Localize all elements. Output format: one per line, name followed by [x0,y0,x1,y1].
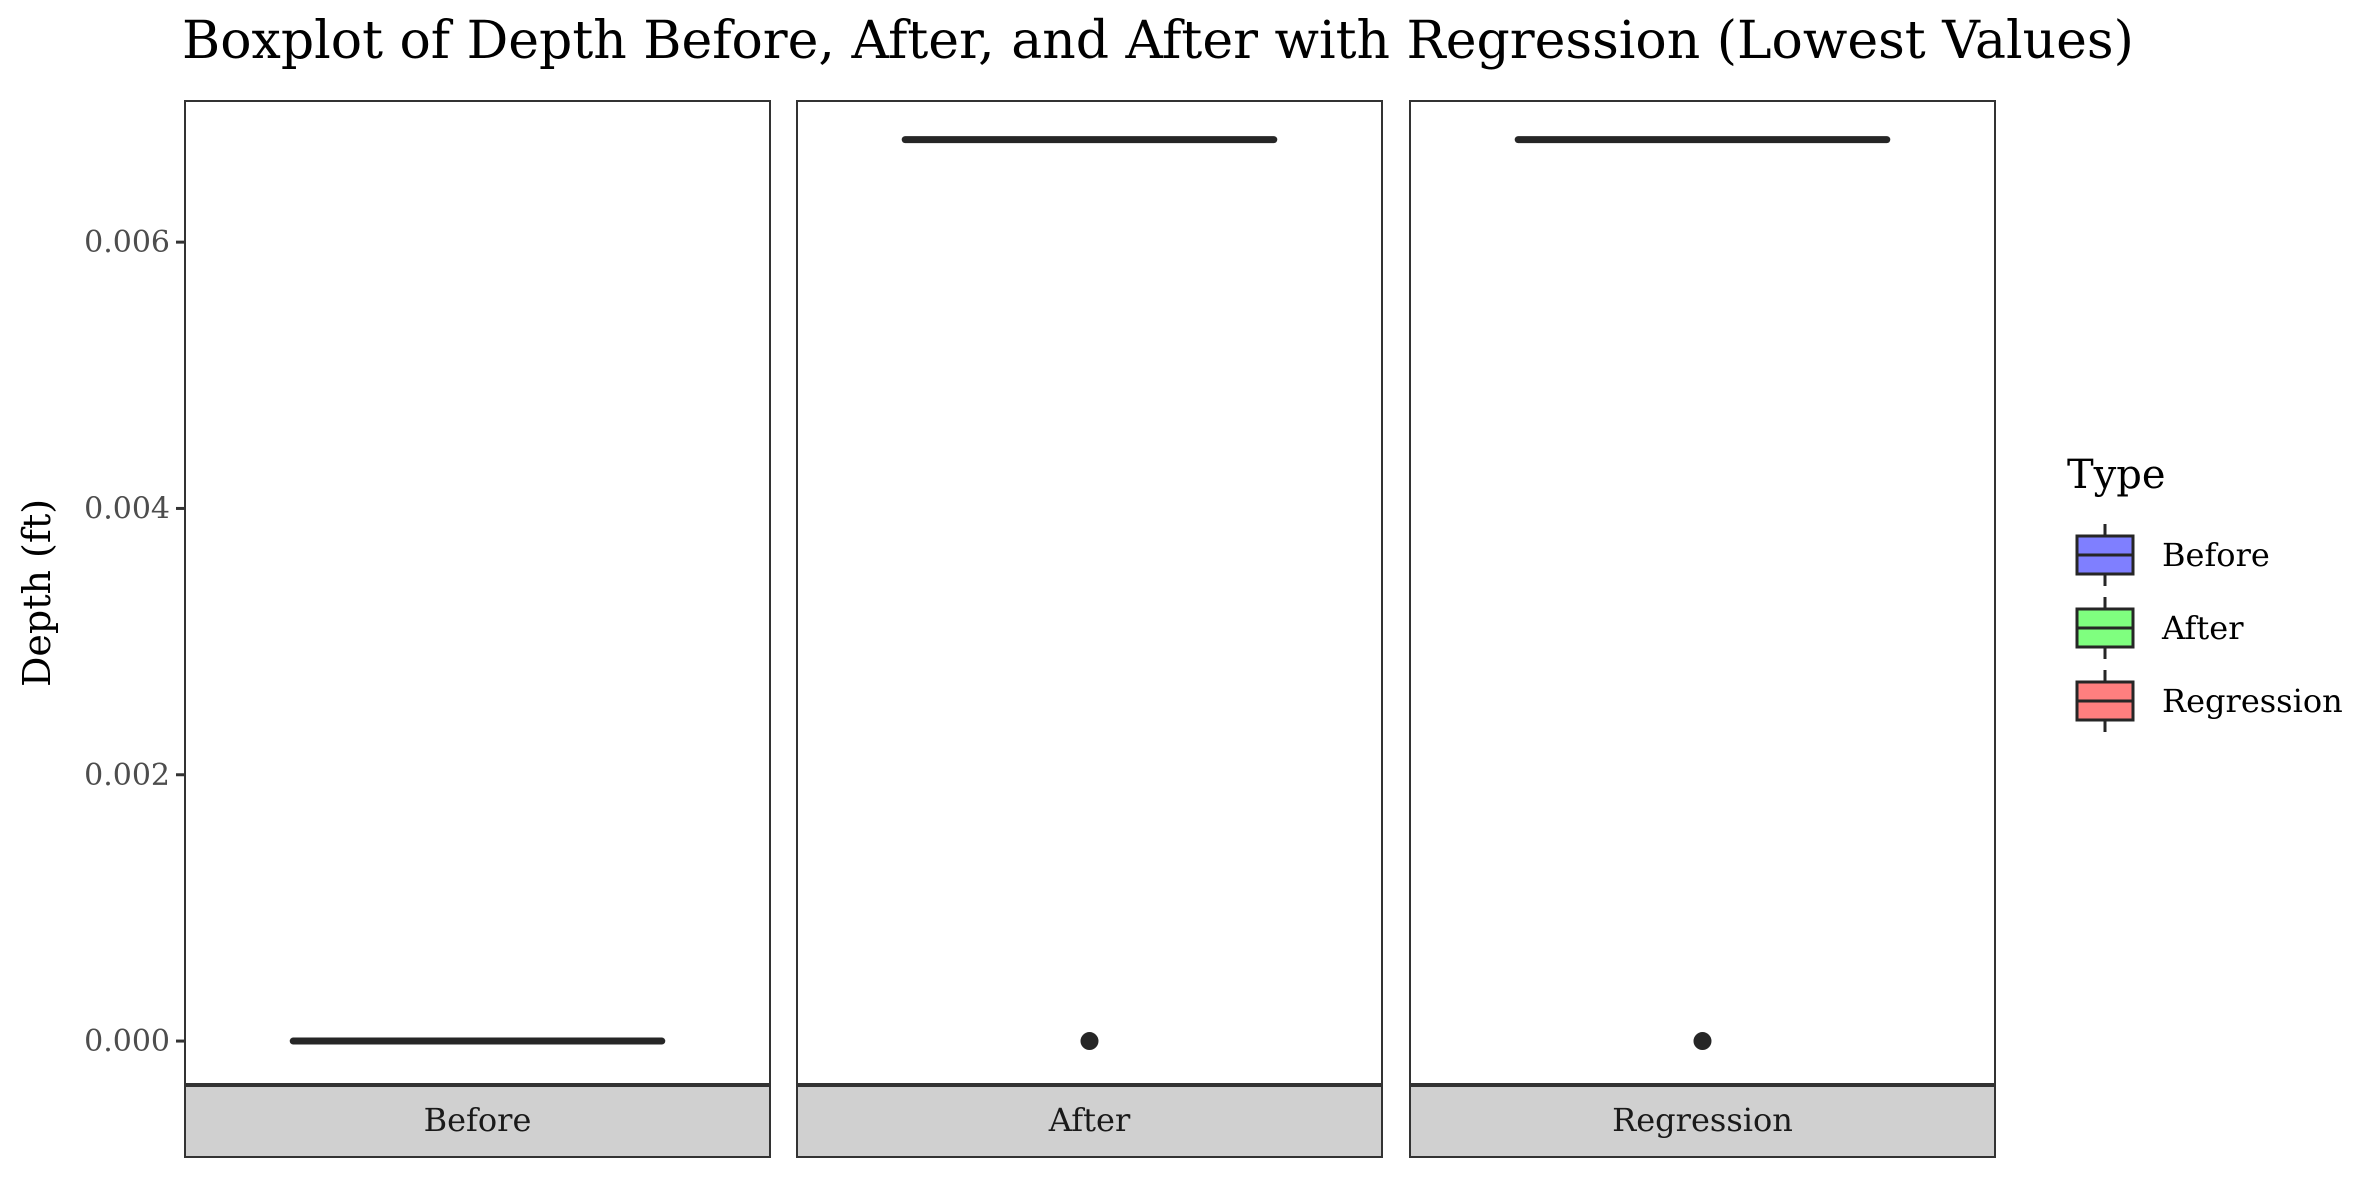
facet-strip-label: Before [424,1101,532,1139]
legend-label: After [2161,609,2244,647]
facet-strip [1409,1084,1996,1158]
legend-item-regression: Regression [2075,670,2343,732]
facet-strip-label: Regression [1612,1101,1793,1139]
legend-label: Before [2162,536,2270,574]
legend-item-after: After [2075,597,2244,659]
legend-label: Regression [2162,682,2343,720]
panel-frame [796,100,1383,1086]
legend-item-before: Before [2075,524,2270,586]
facet-strip [184,1084,771,1158]
facet-strip-label: After [1048,1101,1131,1139]
facet-strip [796,1084,1383,1158]
facet-panel-regression: Regression [1409,100,1996,1158]
y-tick-label: 0.006 [84,225,170,260]
facet-panels: Before After Regression [184,100,1996,1158]
panel-frame [1409,100,1996,1086]
y-tick-label: 0.002 [84,758,170,793]
legend-title: Type [2067,452,2166,498]
y-tick-label: 0.000 [84,1024,170,1059]
facet-panel-before: Before [184,100,771,1158]
chart-title: Boxplot of Depth Before, After, and Afte… [182,11,2134,71]
outlier-point [1693,1032,1712,1051]
panel-frame [184,100,771,1086]
y-tick-label: 0.004 [84,491,170,526]
y-axis: 0.000 0.002 0.004 0.006 [84,225,185,1059]
y-axis-title: Depth (ft) [15,499,59,687]
facet-panel-after: After [796,100,1383,1158]
outlier-point [1080,1032,1099,1051]
legend: Type Before After Regression [2067,452,2343,732]
